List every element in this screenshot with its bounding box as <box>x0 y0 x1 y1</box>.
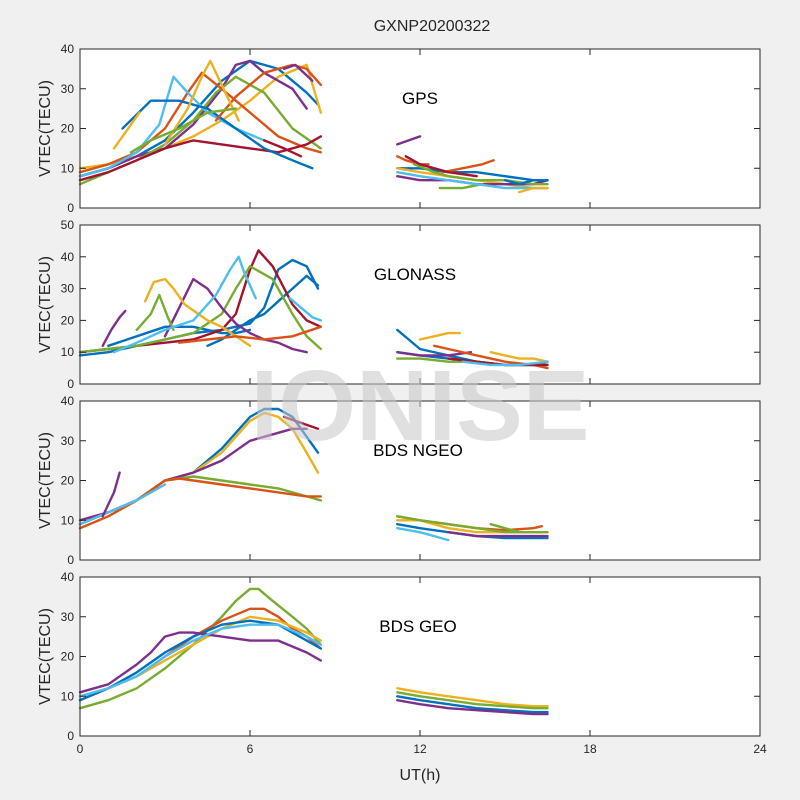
series-line-8 <box>396 691 549 710</box>
series-line-10 <box>101 309 127 347</box>
panels: 0 10 20 30 40 VTEC(TECU) GPS 0 10 20 30 40 50 VTEC(TE… <box>37 42 767 756</box>
y-tick-label: 30 <box>61 82 75 96</box>
y-axis-label: VTEC(TECU) <box>37 256 54 353</box>
series-line-12 <box>112 111 141 150</box>
series-line-15 <box>418 331 461 341</box>
x-tick-label: 12 <box>413 742 427 756</box>
x-tick-label: 6 <box>247 742 254 756</box>
series-line-4 <box>282 415 320 430</box>
panel-2: 0 10 20 30 40 50 VTEC(TECU) GLONASS <box>37 218 761 391</box>
y-axis-label: VTEC(TECU) <box>37 80 54 177</box>
y-tick-label: 0 <box>67 729 74 743</box>
y-tick-label: 30 <box>61 434 75 448</box>
series-line-8 <box>101 471 121 518</box>
series-line-6 <box>163 277 308 354</box>
series-line-1 <box>78 587 322 710</box>
series-line-6 <box>78 477 322 530</box>
y-tick-label: 40 <box>61 42 75 56</box>
series-line-5 <box>78 265 322 354</box>
series-line-3 <box>107 325 252 347</box>
series-line-5 <box>78 631 322 694</box>
y-tick-label: 50 <box>61 218 75 232</box>
y-axis-label: VTEC(TECU) <box>37 432 54 529</box>
axes-background <box>80 577 760 736</box>
series-line-4 <box>78 619 322 702</box>
series-line-7 <box>396 687 549 708</box>
series-line-14 <box>282 63 314 83</box>
series-line-20 <box>396 135 422 146</box>
y-tick-label: 40 <box>61 394 75 408</box>
series-line-15 <box>489 523 521 534</box>
y-tick-label: 0 <box>67 377 74 391</box>
series-line-10 <box>163 59 240 146</box>
series-line-14 <box>447 531 549 538</box>
watermark: IONISE <box>251 350 590 462</box>
series-line-11 <box>177 325 322 344</box>
series-line-10 <box>396 699 549 716</box>
series-line-9 <box>396 695 549 714</box>
y-tick-label: 10 <box>61 161 75 175</box>
panel-annotation: BDS GEO <box>379 617 456 636</box>
series-line-17 <box>396 351 473 357</box>
series-line-9 <box>112 255 257 354</box>
y-tick-label: 10 <box>61 689 75 703</box>
axes-background <box>80 49 760 208</box>
x-axis-label: UT(h) <box>400 767 441 784</box>
series-line-22 <box>438 182 484 190</box>
panel-1: 0 10 20 30 40 VTEC(TECU) GPS <box>37 42 761 215</box>
series-line-11 <box>129 107 238 154</box>
series-line-6 <box>78 623 322 698</box>
series-line-21 <box>461 360 549 367</box>
x-tick-label: 18 <box>583 742 597 756</box>
series-line-25 <box>518 186 549 194</box>
panel-annotation: BDS NGEO <box>373 441 463 460</box>
y-tick-label: 40 <box>61 570 75 584</box>
y-tick-label: 30 <box>61 282 75 296</box>
y-tick-label: 20 <box>61 474 75 488</box>
series-line-8 <box>121 99 314 170</box>
series-line-21 <box>413 163 549 186</box>
series-line-7 <box>78 483 167 526</box>
series-line-17 <box>441 159 495 174</box>
panel-3: 0 10 20 30 40 VTEC(TECU) BDS NGEO <box>37 394 761 567</box>
y-tick-label: 20 <box>61 313 75 327</box>
series-line-12 <box>396 515 549 534</box>
x-tick-label: 0 <box>77 742 84 756</box>
series-line-16 <box>489 351 549 363</box>
series-line-12 <box>288 296 322 322</box>
panel-annotation: GPS <box>402 89 438 108</box>
series-line-24 <box>404 155 478 178</box>
y-tick-label: 0 <box>67 201 74 215</box>
y-tick-label: 20 <box>61 650 75 664</box>
panel-4: 0 6 12 18 24 0 10 20 30 40 VTEC(TECU) BDS GEO <box>37 570 767 756</box>
series-line-26 <box>503 178 549 186</box>
y-tick-label: 20 <box>61 122 75 136</box>
y-tick-label: 40 <box>61 250 75 264</box>
series-line-13 <box>263 139 303 158</box>
y-tick-label: 0 <box>67 553 74 567</box>
series-line-7 <box>143 277 252 347</box>
y-axis-label: VTEC(TECU) <box>37 608 54 705</box>
series-line-13 <box>396 527 450 542</box>
x-tick-label: 24 <box>753 742 767 756</box>
y-tick-label: 10 <box>61 345 75 359</box>
chart-title: GXNP20200322 <box>374 18 491 35</box>
series-line-9 <box>214 63 322 122</box>
panel-annotation: GLONASS <box>374 265 456 284</box>
y-tick-label: 10 <box>61 513 75 527</box>
series-line-8 <box>135 293 175 332</box>
series-line-7 <box>78 135 322 182</box>
y-tick-label: 30 <box>61 610 75 624</box>
